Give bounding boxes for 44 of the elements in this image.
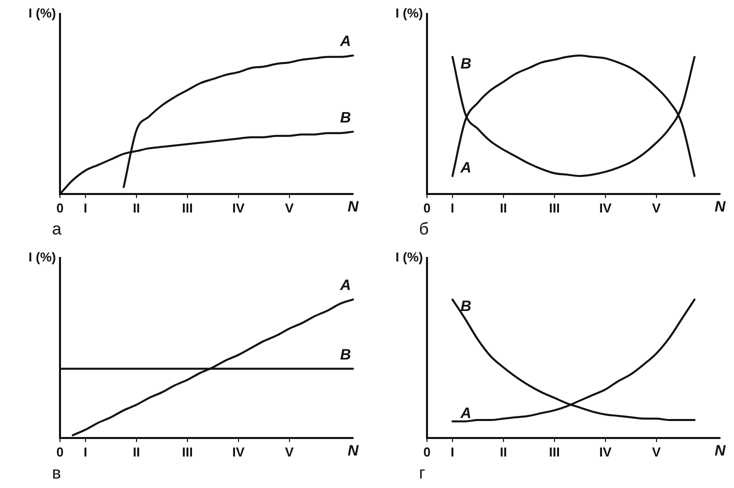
x-tick-label: II [500,200,508,216]
x-tick-label: II [132,444,140,460]
x-tick-label: IV [599,200,612,216]
x-tick-label: IV [232,444,245,460]
x-axis-title: N [714,442,727,460]
series-label: B [460,56,472,73]
x-tick-label: 0 [56,444,64,460]
text: г [419,463,426,482]
x-tick-label: V [284,200,294,216]
x-tick-label: IV [232,200,245,216]
series-label: B [340,346,352,364]
x-tick-label: I [84,200,88,216]
series-label: A [339,33,351,50]
x-tick-label: 0 [423,444,431,460]
y-axis-title: I (%) [28,6,56,21]
y-axis-title: I (%) [396,250,423,265]
x-tick-label: III [548,444,560,460]
series-label: B [460,298,472,316]
x-axis-title: N [348,198,360,216]
series-label: B [340,109,352,126]
x-tick-label: III [182,200,193,216]
y-axis-title: I (%) [396,6,423,21]
series-label: A [459,405,472,422]
x-tick-label: 0 [56,200,64,216]
x-axis-title: N [348,442,360,460]
x-tick-label: I [450,200,454,216]
text: а [52,219,62,238]
x-tick-label: 0 [423,200,431,216]
x-tick-label: V [652,200,661,216]
x-tick-label: V [652,444,661,460]
x-tick-label: III [182,444,193,460]
x-tick-label: II [500,444,508,460]
x-axis-title: N [714,198,727,216]
x-tick-label: V [284,444,294,460]
x-tick-label: I [84,444,88,460]
text: в [52,463,62,482]
x-tick-label: IV [599,444,612,460]
x-tick-label: II [132,200,140,216]
x-tick-label: III [548,200,560,216]
text: б [419,219,429,238]
series-label: A [339,277,351,294]
series-label: A [459,160,472,177]
x-tick-label: I [450,444,454,460]
y-axis-title: I (%) [28,250,56,265]
